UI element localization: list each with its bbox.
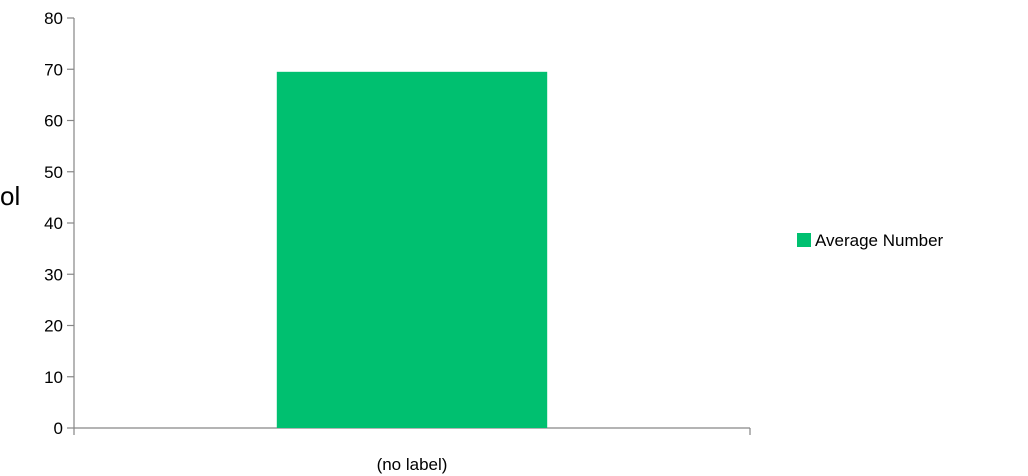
y-tick-label: 50 bbox=[44, 163, 63, 182]
bar[interactable] bbox=[276, 71, 548, 428]
y-tick-label: 0 bbox=[54, 419, 63, 438]
y-axis-label-group: ol bbox=[0, 181, 20, 211]
y-tick-label: 30 bbox=[44, 265, 63, 284]
legend: Average Number bbox=[797, 231, 944, 250]
y-tick-label: 60 bbox=[44, 112, 63, 131]
plot-area: 0 10 20 30 40 50 60 70 80 (no label) bbox=[44, 9, 751, 474]
y-tick-label: 70 bbox=[44, 60, 63, 79]
x-tick-label: (no label) bbox=[377, 455, 448, 474]
legend-label: Average Number bbox=[815, 231, 944, 250]
legend-swatch bbox=[797, 233, 811, 247]
y-tick-label: 10 bbox=[44, 368, 63, 387]
y-tick-label: 20 bbox=[44, 317, 63, 336]
y-axis-label: ol bbox=[0, 181, 20, 211]
y-tick-label: 80 bbox=[44, 9, 63, 28]
y-tick-label: 40 bbox=[44, 214, 63, 233]
